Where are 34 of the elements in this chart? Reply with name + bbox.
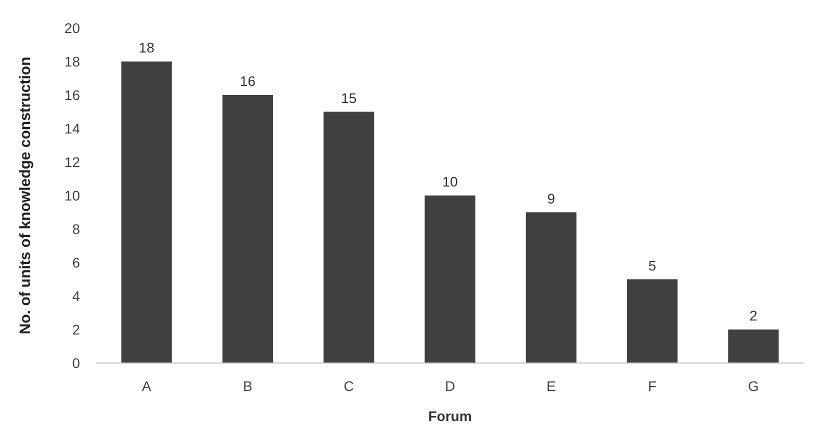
y-tick-label: 6 [72,254,80,270]
y-tick-label: 14 [64,120,80,136]
y-tick-label: 8 [72,220,80,237]
data-label: 16 [240,73,256,89]
data-label: 15 [341,90,357,106]
data-label: 5 [648,257,656,274]
data-label: 10 [442,174,458,190]
y-tick-label: 16 [64,86,80,103]
x-tick-label: G [748,378,759,394]
data-label: 2 [750,308,758,324]
bar [222,95,273,363]
bar [526,212,576,363]
y-tick-label: 0 [72,354,80,371]
x-tick-label: B [243,378,252,394]
bar [121,62,172,363]
x-tick-label: C [344,378,354,394]
y-tick-label: 12 [64,154,80,170]
x-tick-label: D [444,378,456,394]
x-tick-label: A [142,378,152,394]
bar [324,112,374,363]
data-label: 18 [138,40,155,56]
data-label: 9 [547,190,556,206]
x-axis-title: Forum [428,408,472,424]
x-tick-label: E [546,378,556,394]
y-tick-label: 18 [64,53,80,70]
y-tick-label: 4 [72,288,80,304]
y-tick-label: 10 [64,187,80,204]
bar [424,196,476,363]
bar [728,330,779,363]
bar [627,279,678,363]
y-tick-label: 2 [72,321,80,338]
x-tick-label: F [648,378,657,394]
y-axis-title: No. of units of knowledge construction [17,56,34,334]
y-tick-label: 20 [64,20,80,36]
